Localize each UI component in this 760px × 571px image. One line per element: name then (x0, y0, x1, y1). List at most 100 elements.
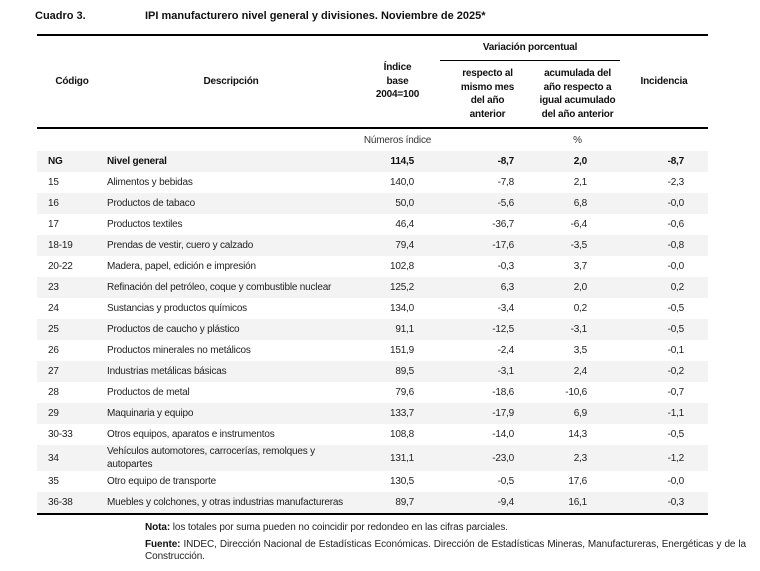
fuente-label: Fuente: (145, 538, 181, 550)
cell-desc: Nivel general (107, 151, 355, 172)
cell-var_mes: -36,7 (492, 219, 514, 230)
cell-incidencia: -0,5 (667, 303, 685, 314)
cell-code: NG (37, 151, 107, 172)
cell-indice: 46,4 (395, 219, 414, 230)
col-header-var-acum: acumulada del año respecto a igual acumu… (539, 68, 616, 120)
col-header-var-mes: respecto al mismo mes del año anterior (460, 68, 515, 120)
cell-var_acum: 3,5 (573, 345, 588, 356)
cell-desc: Otro equipo de transporte (107, 476, 216, 487)
nota-text: los totales por suma pueden no coincidir… (170, 522, 508, 533)
cell-incidencia: -8,7 (620, 151, 708, 172)
col-group-variacion: Variación porcentual (440, 35, 620, 61)
cell-var_acum: 14,3 (568, 429, 587, 440)
cell-indice: 140,0 (389, 177, 414, 188)
cell-desc: Productos de tabaco (107, 193, 355, 214)
cell-var_mes: -0,5 (497, 476, 515, 487)
cell-incidencia: -0,0 (667, 476, 685, 487)
cell-code: 15 (48, 177, 59, 188)
table-row: 16 Productos de tabaco 50,0 -5,6 6,8 -0,0 (37, 193, 708, 214)
cell-code: 23 (37, 277, 107, 298)
cell-indice: 114,5 (355, 151, 440, 172)
table-header: Código Descripción Índice base 2004=100 … (37, 35, 708, 128)
table-row: 24 Sustancias y productos químicos 134,0 -3… (37, 298, 708, 319)
cell-indice: 89,7 (355, 492, 440, 514)
units-row: Números índice % (37, 128, 708, 151)
cell-incidencia: -0,8 (620, 235, 708, 256)
cell-indice: 133,7 (355, 403, 440, 424)
table-row: 18-19 Prendas de vestir, cuero y calzado 7… (37, 235, 708, 256)
col-header-indice: Índice base 2004=100 (375, 62, 420, 101)
cell-incidencia: -0,2 (620, 361, 708, 382)
cell-var_mes: -12,5 (440, 319, 535, 340)
table-body: Números índice % NG Nivel general 114,5 -8,… (37, 128, 708, 514)
page-title: IPI manufacturero nivel general y divisi… (145, 10, 486, 22)
units-empty (620, 128, 708, 151)
units-percent-label: % (535, 128, 620, 151)
cell-var_mes: -3,4 (497, 303, 515, 314)
cell-var_acum: 2,4 (535, 361, 620, 382)
cell-indice: 134,0 (389, 303, 414, 314)
cell-code: 18-19 (37, 235, 107, 256)
cell-var_acum: -10,6 (565, 387, 587, 398)
cell-var_mes: -17,9 (440, 403, 535, 424)
cell-var_mes: -7,8 (497, 177, 515, 188)
table-row: 15 Alimentos y bebidas 140,0 -7,8 2,1 -2,3 (37, 172, 708, 193)
cell-var_mes: -14,0 (492, 429, 514, 440)
cell-desc: Muebles y colchones, y otras industrias … (107, 492, 355, 514)
nota-line: Nota: los totales por suma pueden no coi… (145, 522, 746, 535)
cell-code: 20-22 (48, 261, 73, 272)
cell-indice: 89,5 (355, 361, 440, 382)
cell-desc: Maquinaria y equipo (107, 403, 355, 424)
cell-desc: Productos de metal (107, 387, 190, 398)
cell-code: 24 (48, 303, 59, 314)
units-empty (37, 128, 107, 151)
table-row: 36-38 Muebles y colchones, y otras indust… (37, 492, 708, 514)
cell-indice: 108,8 (389, 429, 414, 440)
units-empty (440, 128, 535, 151)
cell-var_acum: 2,0 (535, 151, 620, 172)
cell-desc: Madera, papel, edición e impresión (107, 261, 256, 272)
cell-indice: 79,4 (355, 235, 440, 256)
cell-desc: Productos textiles (107, 219, 183, 230)
cell-desc: Prendas de vestir, cuero y calzado (107, 235, 355, 256)
cell-var_acum: 16,1 (535, 492, 620, 514)
cell-var_mes: -17,6 (440, 235, 535, 256)
cell-indice: 151,9 (389, 345, 414, 356)
fuente-line: Fuente: INDEC, Dirección Nacional de Est… (145, 539, 746, 564)
notes: Nota: los totales por suma pueden no coi… (145, 522, 746, 564)
cell-indice: 125,2 (355, 277, 440, 298)
cell-indice: 50,0 (355, 193, 440, 214)
cell-code: 16 (37, 193, 107, 214)
cell-code: 29 (37, 403, 107, 424)
cell-incidencia: -0,6 (667, 219, 685, 230)
table-row: 26 Productos minerales no metálicos 151,9 -… (37, 340, 708, 361)
table-number: Cuadro 3. (35, 10, 86, 22)
ipi-table: Código Descripción Índice base 2004=100 … (37, 34, 708, 515)
cell-code: 36-38 (37, 492, 107, 514)
cell-var_mes: -18,6 (492, 387, 514, 398)
cell-var_acum: 2,0 (535, 277, 620, 298)
cell-code: 26 (48, 345, 59, 356)
table-row: NG Nivel general 114,5 -8,7 2,0 -8,7 (37, 151, 708, 172)
cell-var_acum: 2,1 (573, 177, 588, 188)
table-row: 23 Refinación del petróleo, coque y combu… (37, 277, 708, 298)
cell-incidencia: -1,1 (620, 403, 708, 424)
cell-incidencia: -0,5 (620, 319, 708, 340)
table-row: 34 Vehículos automotores, carrocerías, re… (37, 445, 708, 471)
cell-var_mes: -9,4 (440, 492, 535, 514)
table-row: 20-22 Madera, papel, edición e impresión 1… (37, 256, 708, 277)
cell-desc: Productos de caucho y plástico (107, 319, 355, 340)
cell-desc: Productos minerales no metálicos (107, 345, 251, 356)
cell-var_mes: -5,6 (440, 193, 535, 214)
cell-indice: 131,1 (355, 445, 440, 471)
cell-incidencia: -1,2 (620, 445, 708, 471)
cell-var_mes: -3,1 (440, 361, 535, 382)
col-header-descripcion: Descripción (203, 75, 259, 87)
cell-indice: 130,5 (389, 476, 414, 487)
table-row: 30-33 Otros equipos, aparatos e instrumen… (37, 424, 708, 445)
table-row: 29 Maquinaria y equipo 133,7 -17,9 6,9 -1,1 (37, 403, 708, 424)
col-header-incidencia: Incidencia (640, 75, 688, 87)
col-header-codigo: Código (55, 75, 89, 87)
cell-incidencia: -0,7 (667, 387, 685, 398)
cell-incidencia: -0,3 (620, 492, 708, 514)
